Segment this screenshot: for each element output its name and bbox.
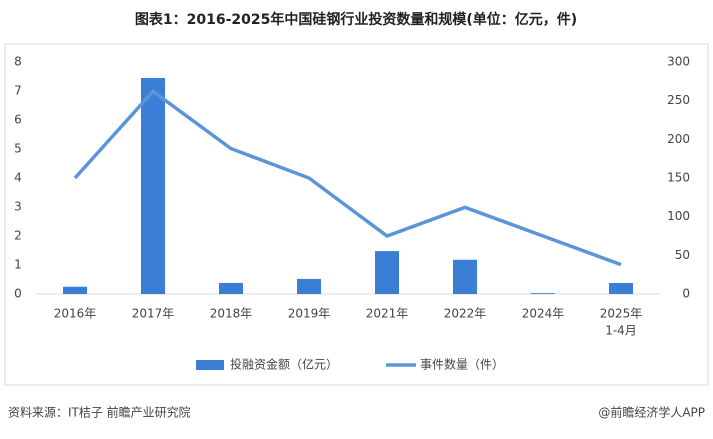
plot-frame — [4, 43, 709, 386]
legend-label: 事件数量（件） — [420, 357, 504, 372]
y-tick-label: 8 — [14, 55, 22, 69]
line — [73, 89, 622, 267]
bar — [63, 286, 87, 294]
chart-title: 图表1：2016-2025年中国硅钢行业投资数量和规模(单位：亿元，件) — [135, 11, 577, 28]
x-tick-label: 2018年 — [210, 307, 253, 321]
y2-tick-label: 300 — [667, 55, 690, 69]
credit: @前瞻经济学人APP — [598, 405, 705, 420]
y2-tick-label: 200 — [667, 132, 690, 146]
y2-tick-label: 250 — [667, 93, 690, 107]
x-tick-label: 2017年 — [132, 307, 175, 321]
bar — [609, 282, 633, 294]
y2-tick-label: 150 — [667, 171, 690, 185]
legend-swatch — [196, 360, 224, 370]
y-tick-label: 4 — [14, 171, 22, 185]
y-tick-label: 6 — [14, 113, 22, 127]
x-tick-label: 2025年 — [600, 307, 643, 321]
y-tick-label: 7 — [14, 84, 22, 98]
y2-tick-label: 0 — [682, 287, 690, 301]
bar — [297, 278, 321, 294]
legend-label: 投融资金额（亿元） — [230, 357, 338, 372]
y-tick-label: 1 — [14, 258, 22, 272]
bar — [375, 251, 399, 294]
bar — [219, 282, 243, 294]
y-tick-label: 3 — [14, 200, 22, 214]
y-tick-label: 2 — [14, 229, 22, 243]
bar — [141, 77, 165, 294]
x-tick-label: 1-4月 — [605, 324, 637, 338]
x-tick-label: 2022年 — [444, 307, 487, 321]
x-tick-label: 2016年 — [54, 307, 97, 321]
x-tick-label: 2021年 — [366, 307, 409, 321]
x-tick-label: 2019年 — [288, 307, 331, 321]
y-tick-label: 0 — [14, 287, 22, 301]
y-tick-label: 5 — [14, 142, 22, 156]
source: 资料来源：IT桔子 前瞻产业研究院 — [8, 405, 191, 420]
bar — [453, 259, 477, 294]
y2-tick-label: 50 — [675, 248, 690, 262]
bar — [531, 293, 555, 294]
x-tick-label: 2024年 — [522, 307, 565, 321]
y2-tick-label: 100 — [667, 209, 690, 223]
